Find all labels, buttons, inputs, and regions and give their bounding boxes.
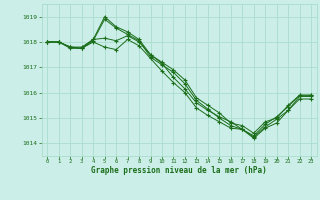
X-axis label: Graphe pression niveau de la mer (hPa): Graphe pression niveau de la mer (hPa): [91, 166, 267, 175]
